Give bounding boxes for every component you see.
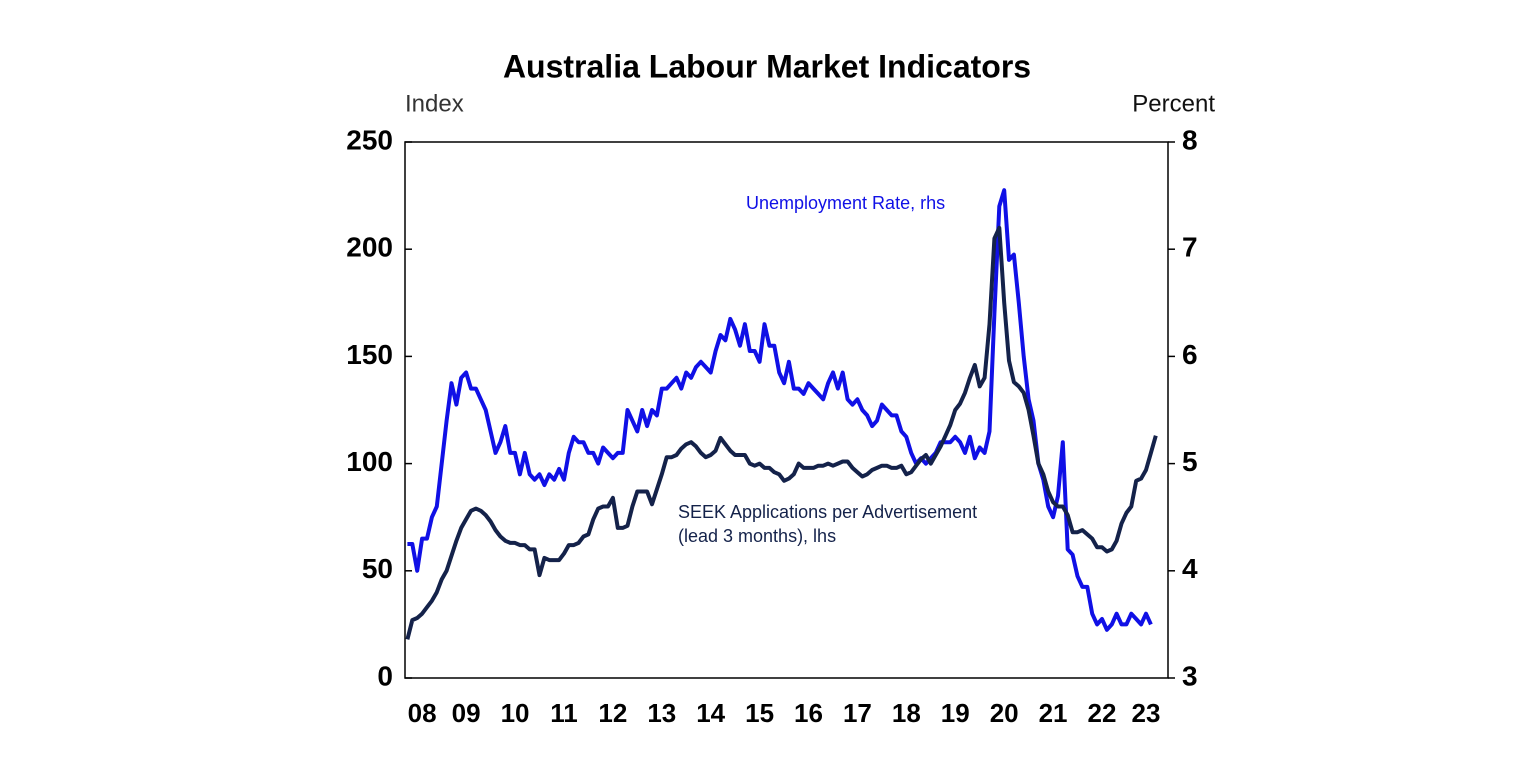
x-tick-label: 08 [408, 698, 437, 728]
y-tick-label: 50 [362, 553, 393, 584]
x-tick-label: 17 [843, 698, 872, 728]
x-tick-label: 20 [990, 698, 1019, 728]
annotation: (lead 3 months), lhs [678, 526, 836, 546]
y2-tick-label: 6 [1182, 339, 1198, 370]
x-tick-label: 18 [892, 698, 921, 728]
series-line [405, 225, 1158, 640]
x-tick-label: 23 [1132, 698, 1161, 728]
x-tick-label: 15 [745, 698, 774, 728]
plot-frame [404, 141, 1169, 679]
y2-tick-label: 3 [1182, 660, 1198, 691]
y-tick-label: 100 [346, 446, 393, 477]
y-tick-label: 0 [377, 660, 393, 691]
x-tick-label: 12 [598, 698, 627, 728]
y-tick-label: 250 [346, 124, 393, 155]
y2-axis-label: Percent [1132, 90, 1215, 117]
x-tick-label: 09 [452, 698, 481, 728]
y2-tick-label: 8 [1182, 124, 1198, 155]
y-tick-label: 150 [346, 339, 393, 370]
x-tick-label: 16 [794, 698, 823, 728]
y-tick-label: 200 [346, 232, 393, 263]
x-tick-label: 21 [1039, 698, 1068, 728]
series-line [407, 188, 1153, 632]
x-tick-label: 11 [550, 698, 578, 728]
x-tick-label: 10 [501, 698, 530, 728]
y2-tick-label: 5 [1182, 446, 1198, 477]
x-tick-label: 22 [1088, 698, 1117, 728]
x-tick-label: 19 [941, 698, 970, 728]
annotation: SEEK Applications per Advertisement [678, 502, 977, 522]
y2-tick-label: 4 [1182, 553, 1198, 584]
chart-title: Australia Labour Market Indicators [503, 48, 1031, 84]
x-tick-label: 13 [647, 698, 676, 728]
x-tick-label: 14 [696, 698, 725, 728]
annotation: Unemployment Rate, rhs [746, 193, 945, 213]
y2-tick-label: 7 [1182, 232, 1198, 263]
y-axis-label: Index [405, 90, 464, 117]
